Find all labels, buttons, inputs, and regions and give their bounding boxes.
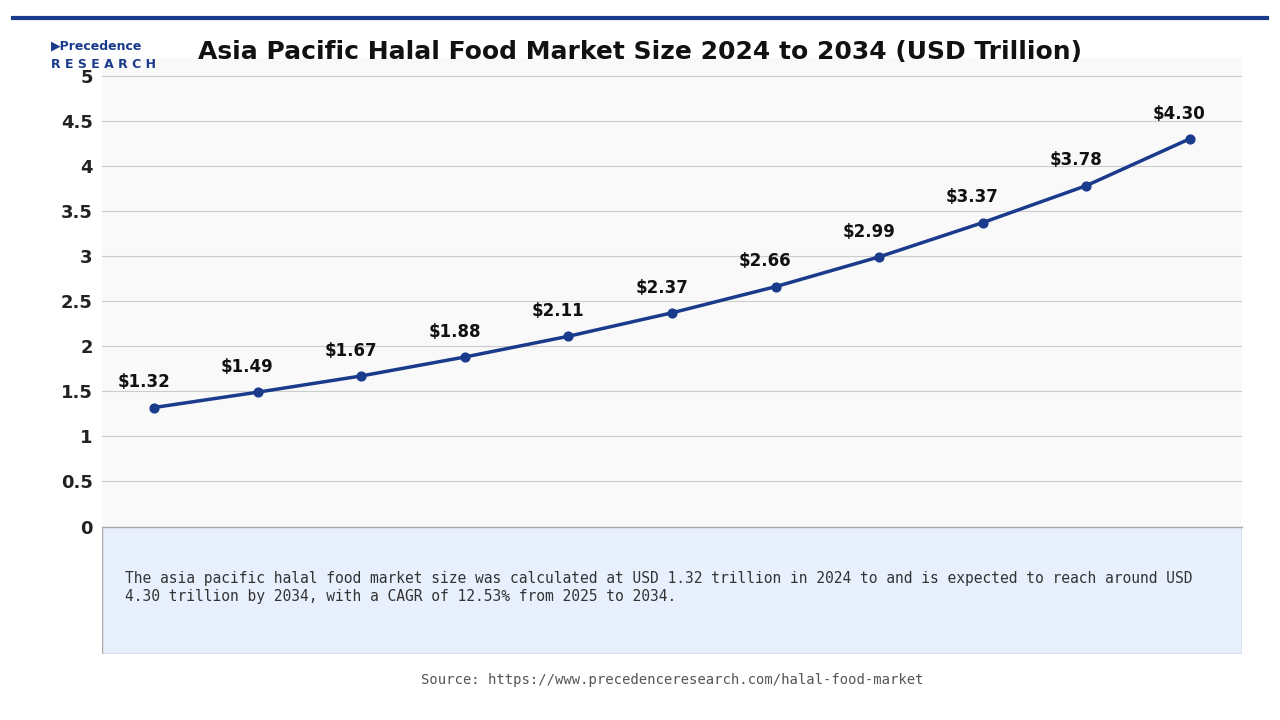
Text: Source: https://www.precedenceresearch.com/halal-food-market: Source: https://www.precedenceresearch.c… (421, 673, 923, 687)
Text: $2.66: $2.66 (739, 253, 791, 271)
Text: $4.30: $4.30 (1153, 104, 1206, 122)
Text: $1.67: $1.67 (325, 342, 378, 360)
Point (143, 402, 164, 413)
Point (454, 351, 475, 363)
Point (765, 281, 786, 292)
Text: $2.99: $2.99 (842, 222, 895, 240)
FancyBboxPatch shape (102, 526, 1242, 654)
Text: The asia pacific halal food market size was calculated at USD 1.32 trillion in 2: The asia pacific halal food market size … (125, 571, 1193, 603)
Point (1076, 180, 1097, 192)
Point (1180, 133, 1201, 145)
Text: $1.32: $1.32 (118, 373, 170, 391)
Text: $2.11: $2.11 (531, 302, 585, 320)
Point (351, 370, 371, 382)
Text: $2.37: $2.37 (635, 279, 689, 297)
Text: $3.78: $3.78 (1050, 151, 1102, 169)
Text: $3.37: $3.37 (946, 189, 998, 207)
Point (662, 307, 682, 318)
Point (558, 330, 579, 342)
Text: $1.88: $1.88 (429, 323, 481, 341)
Text: Asia Pacific Halal Food Market Size 2024 to 2034 (USD Trillion): Asia Pacific Halal Food Market Size 2024… (198, 40, 1082, 63)
Point (247, 387, 268, 398)
Text: ▶Precedence
R E S E A R C H: ▶Precedence R E S E A R C H (51, 40, 156, 71)
Point (869, 251, 890, 263)
Text: $1.49: $1.49 (221, 358, 274, 376)
Point (973, 217, 993, 228)
